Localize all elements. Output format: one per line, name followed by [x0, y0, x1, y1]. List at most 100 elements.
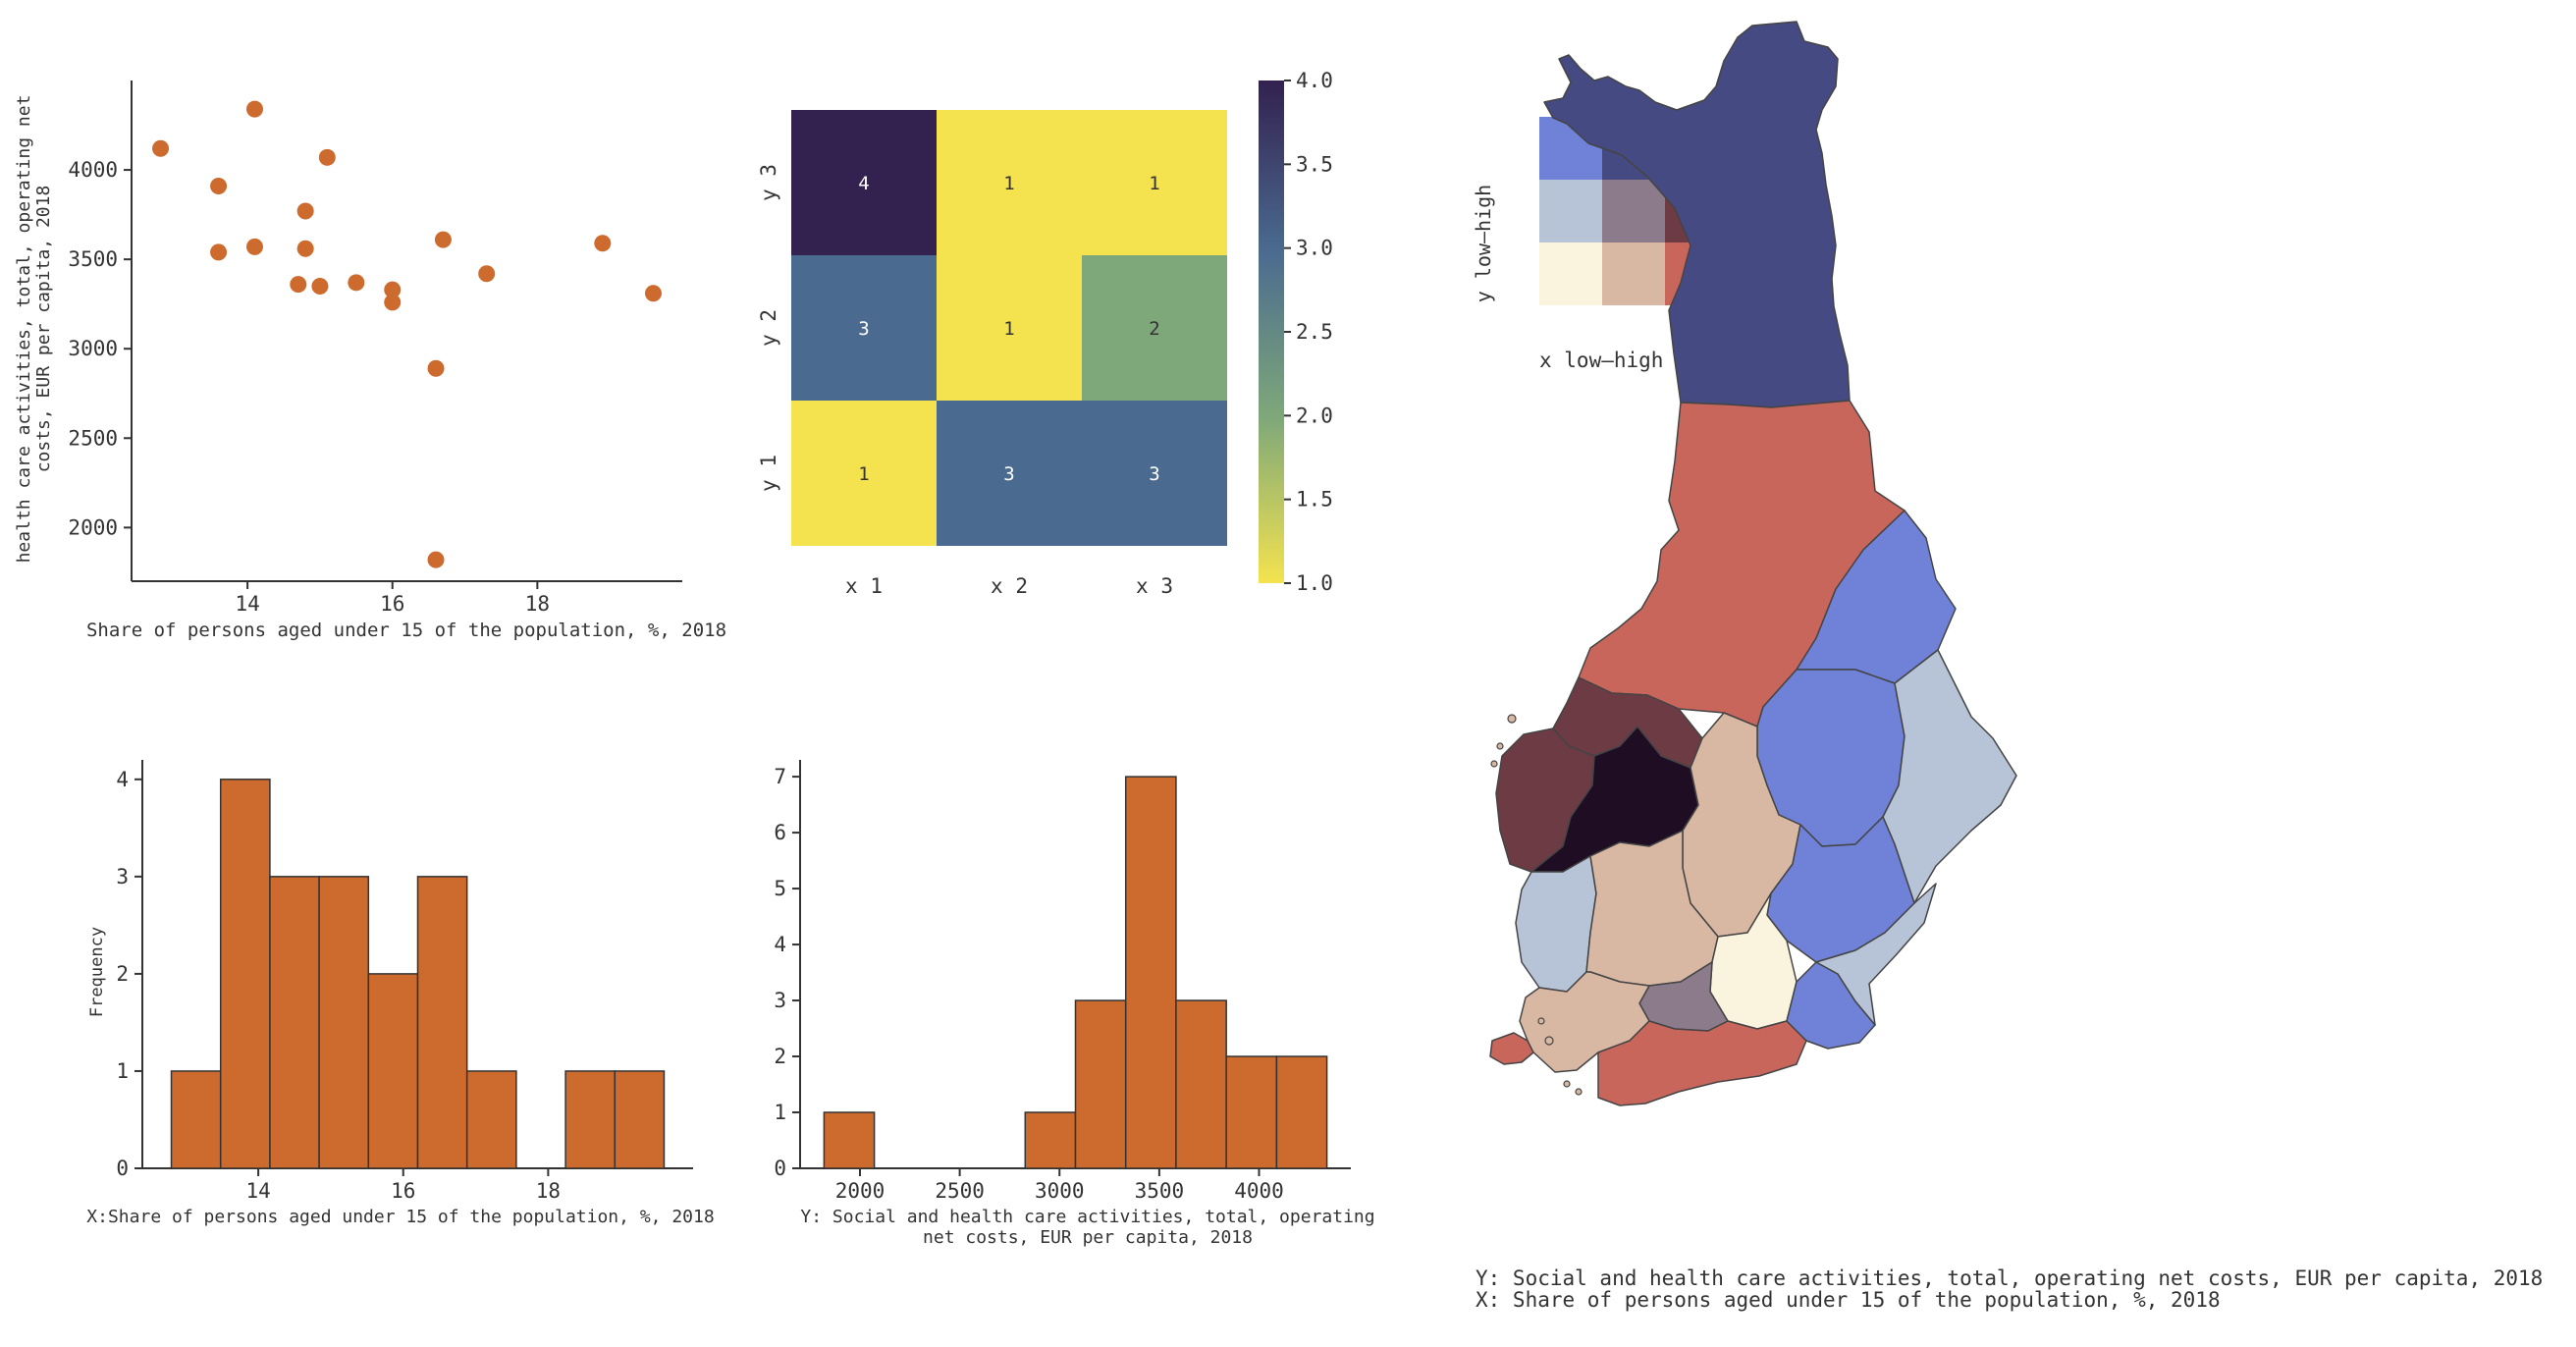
heatmap-cell [937, 401, 1082, 546]
histx-x-tick-label: 18 [536, 1179, 561, 1203]
heatmap-cell-value: 1 [1003, 318, 1014, 340]
bivariate-map: y low–high x low–high [1473, 21, 2017, 1106]
scatter-point [644, 285, 662, 302]
scatter-x-ticks: 14 16 18 [235, 581, 550, 616]
heatmap-row-label: y 3 [757, 164, 780, 201]
histy-x-ticks: 2000 2500 3000 3500 4000 [835, 1168, 1284, 1203]
colorbar-tick-label: 3.0 [1296, 237, 1333, 260]
histy-y-tick-label: 3 [774, 989, 786, 1012]
heatmap-col-label: x 1 [845, 574, 883, 598]
heatmap-cell-value: 2 [1149, 318, 1159, 340]
histy-x-tick-label: 2000 [835, 1179, 886, 1203]
histx-bar [564, 1070, 617, 1169]
heatmap-cell [937, 110, 1082, 255]
histy-y-tick-label: 0 [774, 1157, 786, 1180]
histy-y-tick-label: 6 [774, 821, 786, 844]
heatmap-cell [1082, 401, 1227, 546]
heatmap-cell [791, 401, 937, 546]
histy-bar [1024, 1111, 1077, 1169]
heatmap-col-label: x 3 [1136, 574, 1173, 598]
histy-y-ticks: 0 1 2 3 4 5 6 7 [774, 765, 800, 1180]
histy-y-tick-label: 1 [774, 1101, 786, 1124]
histy-bar [1124, 776, 1177, 1169]
region-lapland [1543, 21, 1851, 408]
histy-x-tick-label: 3000 [1035, 1179, 1085, 1203]
island-dot [1496, 742, 1504, 750]
scatter-point [594, 235, 612, 252]
scatter-point [311, 277, 329, 295]
heatmap-cell-value: 3 [1149, 463, 1159, 485]
scatter-point [210, 243, 228, 261]
colorbar-tick-label: 4.0 [1296, 69, 1333, 92]
scatter-y-tick-label: 3500 [68, 247, 118, 271]
scatter-y-label-line1: health care activities, total, operating… [14, 95, 34, 564]
histx-y-tick-label: 4 [116, 768, 129, 791]
histy-y-tick-label: 5 [774, 877, 786, 900]
archipelago-dots [1490, 714, 1583, 1096]
histx-bar [367, 973, 419, 1169]
histy-bar [823, 1111, 876, 1169]
histy-x-label-line2: net costs, EUR per capita, 2018 [923, 1227, 1253, 1248]
scatter-point [245, 100, 263, 118]
scatter-axes [131, 81, 682, 582]
colorbar-tick-label: 2.0 [1296, 404, 1333, 427]
heatmap-chart: 4 1 1 3 1 2 1 3 3 y 3 y 2 y 1 x 1 x 2 x 3 4.0 3.5 3.0 2… [757, 69, 1333, 598]
scatter-y-ticks: 2000 2500 3000 3500 4000 [68, 158, 132, 539]
histx-bar [269, 876, 320, 1169]
scatter-point [427, 551, 445, 568]
heatmap-cell [791, 110, 937, 255]
heatmap-cells: 4 1 1 3 1 2 1 3 3 [791, 110, 1227, 546]
heatmap-col-label: x 2 [991, 574, 1028, 598]
heatmap-cell-value: 1 [858, 463, 869, 485]
histx-bar [170, 1070, 222, 1169]
scatter-y-tick-label: 3000 [68, 337, 118, 360]
region-north-karelia [1882, 649, 2017, 904]
histx-bar [318, 876, 370, 1169]
legend-x-label: x low–high [1539, 349, 1663, 372]
scatter-point [296, 240, 314, 257]
heatmap-cell-value: 1 [1149, 173, 1159, 194]
heatmap-row-label: y 1 [757, 455, 780, 492]
heatmap-row-label: y 2 [757, 309, 780, 347]
heatmap-row-labels: y 3 y 2 y 1 [757, 164, 780, 492]
legend-swatch [1602, 180, 1665, 242]
histy-y-tick-label: 2 [774, 1045, 786, 1068]
histy-bars [823, 776, 1328, 1169]
scatter-x-tick-label: 14 [235, 592, 259, 616]
histx-y-tick-label: 2 [116, 962, 129, 986]
legend-swatch [1539, 180, 1602, 242]
colorbar-tick-label: 2.5 [1296, 320, 1333, 344]
scatter-point [290, 276, 307, 294]
histy-x-label-line1: Y: Social and health care activities, to… [800, 1207, 1374, 1227]
region-south-karelia [1815, 883, 1937, 1026]
histx-y-tick-label: 0 [116, 1157, 129, 1180]
scatter-x-label: Share of persons aged under 15 of the po… [86, 620, 726, 641]
finland-regions [1489, 21, 2017, 1106]
scatter-point [152, 139, 170, 157]
histx-bar [416, 876, 468, 1169]
island-dot [1563, 1080, 1571, 1088]
histx-x-tick-label: 16 [391, 1179, 415, 1203]
histx-y-label: Frequency [87, 927, 107, 1017]
scatter-point [427, 359, 445, 377]
histy-x-tick-label: 3500 [1135, 1179, 1185, 1203]
island-dot [1575, 1088, 1583, 1096]
island-dot [1544, 1036, 1554, 1046]
heatmap-cell [1082, 110, 1227, 255]
histx-y-ticks: 0 1 2 3 4 [116, 768, 142, 1180]
colorbar [1259, 81, 1284, 583]
histx-x-label: X:Share of persons aged under 15 of the … [86, 1207, 714, 1227]
scatter-point [245, 238, 263, 255]
legend-y-label: y low–high [1473, 185, 1495, 302]
colorbar-tick-label: 1.5 [1296, 488, 1333, 512]
island-dot [1507, 714, 1517, 724]
scatter-point [210, 177, 228, 194]
histy-x-tick-label: 4000 [1234, 1179, 1284, 1203]
histx-y-tick-label: 1 [116, 1059, 129, 1083]
heatmap-cell [791, 255, 937, 401]
scatter-point [384, 281, 402, 298]
scatter-point [296, 202, 314, 220]
heatmap-cell-value: 3 [858, 318, 869, 340]
heatmap-cell [937, 255, 1082, 401]
histy-x-tick-label: 2500 [935, 1179, 985, 1203]
